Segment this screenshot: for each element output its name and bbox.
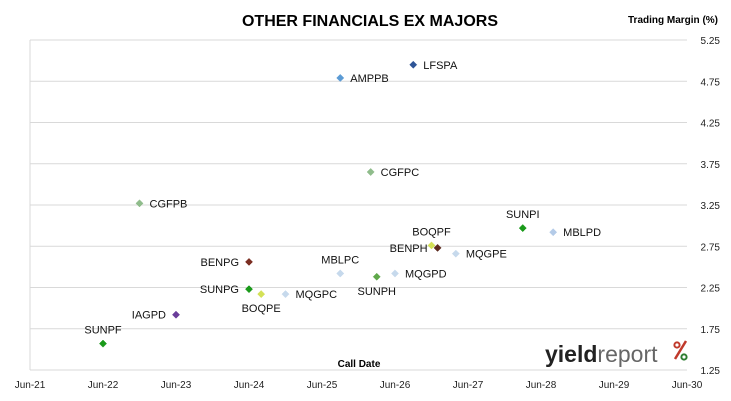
- y-axis-ticks: 5.25 4.75 4.25 3.75 3.25 2.75 2.25 1.75 1.25: [701, 36, 721, 377]
- data-labels: LFSPA AMPPB CGFPC CGFPB SUNPI MBLPD BOQPF BENPH…: [84, 60, 601, 337]
- logo-percent-icon: [673, 340, 688, 361]
- x-tick-label: Jun-22: [88, 380, 119, 391]
- chart-title: OTHER FINANCIALS EX MAJORS: [242, 13, 498, 30]
- point-sunpi: [518, 224, 527, 233]
- y-tick-label: 3.25: [701, 201, 721, 212]
- x-axis-ticks: Jun-21 Jun-22 Jun-23 Jun-24 Jun-25 Jun-26 Jun-…: [15, 380, 703, 391]
- label-mblpc: MBLPC: [321, 254, 359, 266]
- label-mblpd: MBLPD: [563, 227, 601, 239]
- point-mqgpe: [451, 249, 460, 258]
- point-sunph: [372, 272, 381, 281]
- label-boqpf: BOQPF: [412, 226, 451, 238]
- y-tick-label: 1.25: [701, 366, 721, 377]
- point-mqgpd: [391, 269, 399, 278]
- x-tick-label: Jun-27: [453, 380, 484, 391]
- label-amppb: AMPPB: [350, 73, 389, 85]
- x-tick-label: Jun-29: [599, 380, 630, 391]
- label-sunpi: SUNPI: [506, 209, 540, 221]
- x-tick-label: Jun-24: [234, 380, 265, 391]
- x-axis-title: Call Date: [338, 359, 381, 370]
- y-tick-label: 1.75: [701, 325, 721, 336]
- y-tick-label: 2.75: [701, 242, 721, 253]
- data-points: [99, 60, 558, 348]
- y-axis-title: Trading Margin (%): [628, 15, 718, 26]
- point-benpg: [245, 257, 253, 266]
- point-mblpd: [549, 228, 558, 237]
- label-mqgpe: MQGPE: [466, 249, 507, 261]
- point-benph: [433, 243, 442, 252]
- label-iagpd: IAGPD: [132, 310, 166, 322]
- label-lfspa: LFSPA: [423, 60, 458, 72]
- y-tick-label: 3.75: [701, 160, 721, 171]
- label-mqgpc: MQGPC: [296, 289, 338, 301]
- y-tick-label: 4.25: [701, 119, 721, 130]
- point-amppb: [336, 73, 345, 82]
- label-mqgpd: MQGPD: [405, 268, 447, 280]
- x-tick-label: Jun-25: [307, 380, 338, 391]
- point-mblpc: [336, 269, 345, 278]
- x-tick-label: Jun-23: [161, 380, 192, 391]
- label-cgfpb: CGFPB: [150, 198, 188, 210]
- y-tick-label: 4.75: [701, 77, 721, 88]
- x-tick-label: Jun-21: [15, 380, 46, 391]
- label-sunph: SUNPH: [357, 286, 396, 298]
- label-benpg: BENPG: [200, 257, 239, 269]
- svg-text:yieldreport: yieldreport: [545, 341, 658, 367]
- point-iagpd: [172, 310, 180, 319]
- x-tick-label: Jun-26: [380, 380, 411, 391]
- point-boqpf: [427, 241, 436, 250]
- y-tick-label: 5.25: [701, 36, 721, 47]
- point-mqgpc: [281, 290, 290, 299]
- label-cgfpc: CGFPC: [381, 167, 420, 179]
- point-cgfpb: [135, 199, 144, 208]
- label-benph: BENPH: [390, 243, 428, 255]
- logo-text-yield: yield: [545, 341, 597, 367]
- x-tick-label: Jun-30: [672, 380, 703, 391]
- label-boqpe: BOQPE: [242, 303, 281, 315]
- point-lfspa: [409, 60, 418, 69]
- x-tick-label: Jun-28: [526, 380, 557, 391]
- point-sunpg: [245, 285, 253, 294]
- point-sunpf: [99, 339, 107, 348]
- point-boqpe: [257, 290, 266, 299]
- y-tick-label: 2.25: [701, 284, 721, 295]
- gridlines: [29, 39, 687, 371]
- point-cgfpc: [366, 168, 375, 176]
- yieldreport-logo: yieldreport: [545, 340, 688, 367]
- logo-text-report: report: [597, 341, 658, 367]
- label-sunpg: SUNPG: [200, 284, 239, 296]
- label-sunpf: SUNPF: [84, 325, 122, 337]
